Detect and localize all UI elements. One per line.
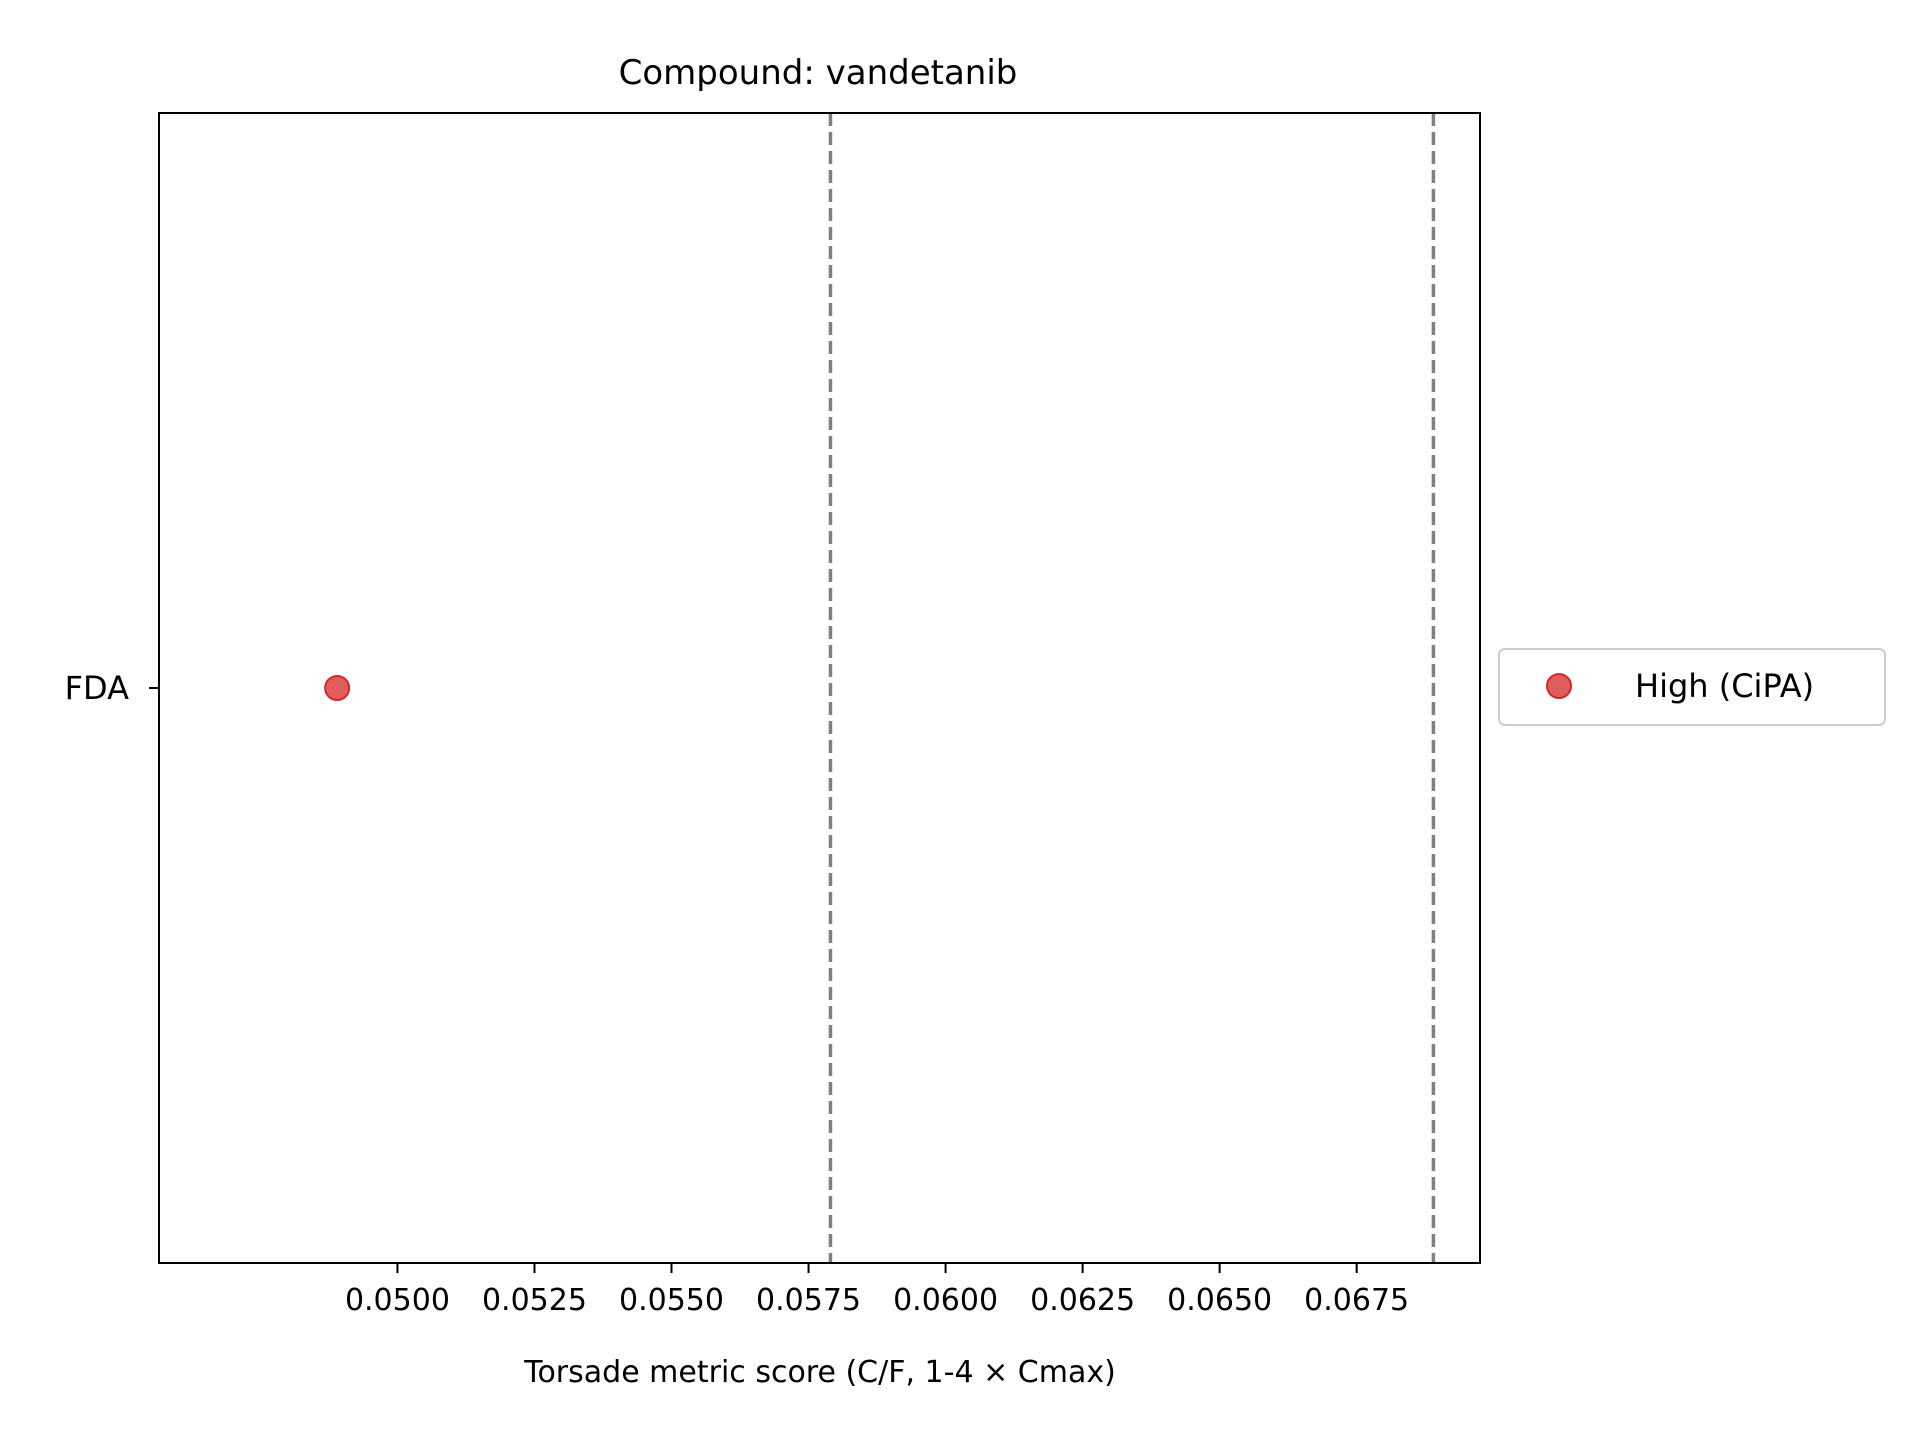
x-tick-label: 0.0525 <box>482 1283 587 1318</box>
x-tick-label: 0.0650 <box>1167 1283 1272 1318</box>
data-point <box>324 675 351 701</box>
y-tick-label: FDA <box>65 669 129 707</box>
legend-marker <box>1546 673 1572 699</box>
legend-frame <box>1498 648 1886 726</box>
x-tick-label: 0.0625 <box>1030 1283 1135 1318</box>
threshold-lines <box>828 113 1436 1263</box>
y-axis-ticks: FDA <box>65 669 159 707</box>
x-axis-label: Torsade metric score (C/F, 1-4 × Cmax) <box>523 1355 1116 1390</box>
legend: High (CiPA) <box>1498 648 1886 726</box>
x-axis-ticks: 0.0500 0.0525 0.0550 0.0575 0.0600 0.0625 0.06… <box>345 1263 1409 1318</box>
x-tick-label: 0.0550 <box>619 1283 724 1318</box>
legend-label: High (CiPA) <box>1635 667 1814 705</box>
chart-title: Compound: vandetanib <box>619 53 1018 93</box>
x-tick-label: 0.0500 <box>345 1283 450 1318</box>
x-tick-label: 0.0600 <box>893 1283 998 1318</box>
legend-entries: High (CiPA) <box>1546 667 1814 705</box>
x-tick-label: 0.0675 <box>1304 1283 1409 1318</box>
data-points <box>324 675 351 701</box>
x-tick-label: 0.0575 <box>756 1283 861 1318</box>
